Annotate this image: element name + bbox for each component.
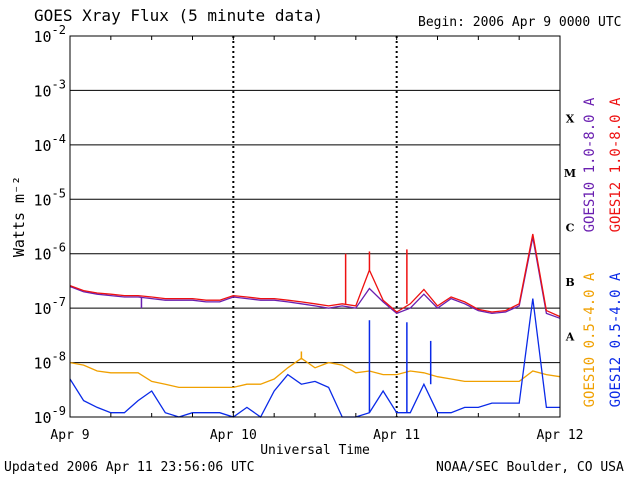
flare-class-label: M xyxy=(564,167,576,180)
series-line-3 xyxy=(69,357,561,389)
y-tick-label: 10-7 xyxy=(33,295,66,318)
legend-entry-4: GOES12 0.5-4.0 A xyxy=(608,272,624,407)
updated-timestamp: Updated 2006 Apr 11 23:56:06 UTC xyxy=(4,460,255,475)
x-tick-label: Apr 10 xyxy=(210,428,257,443)
chart-title: GOES Xray Flux (5 minute data) xyxy=(34,6,323,25)
y-tick-label: 10-4 xyxy=(33,132,66,155)
flare-class-label: A xyxy=(565,330,575,343)
y-tick-label: 10-6 xyxy=(33,241,66,264)
legend-entry-1: GOES10 1.0-8.0 A xyxy=(582,97,598,232)
y-tick-label: 10-3 xyxy=(33,77,66,100)
series-line-2 xyxy=(69,233,561,318)
x-tick-label: Apr 9 xyxy=(50,428,89,443)
y-tick-label: 10-2 xyxy=(33,23,66,46)
plot-axes xyxy=(69,35,561,418)
series-line-1 xyxy=(69,237,561,319)
x-tick-label: Apr 11 xyxy=(373,428,420,443)
y-tick-label: 10-9 xyxy=(33,404,66,427)
y-axis-label: Watts m⁻² xyxy=(10,176,28,257)
x-tick-label: Apr 12 xyxy=(537,428,584,443)
plot-frame xyxy=(69,35,561,418)
plot-series xyxy=(69,233,561,418)
legend-entry-3: GOES10 0.5-4.0 A xyxy=(582,272,598,407)
begin-timestamp: Begin: 2006 Apr 9 0000 UTC xyxy=(418,15,622,30)
plot-grid xyxy=(70,35,560,418)
y-tick-label: 10-5 xyxy=(33,186,66,209)
legend-entry-2: GOES12 1.0-8.0 A xyxy=(608,97,624,232)
flare-class-label: C xyxy=(566,222,575,235)
x-axis-label: Universal Time xyxy=(260,443,370,458)
y-tick-label: 10-8 xyxy=(33,350,66,373)
flare-class-label: B xyxy=(565,276,574,289)
credit-label: NOAA/SEC Boulder, CO USA xyxy=(436,460,624,475)
flare-class-label: X xyxy=(566,113,575,126)
series-line-4 xyxy=(69,298,560,418)
